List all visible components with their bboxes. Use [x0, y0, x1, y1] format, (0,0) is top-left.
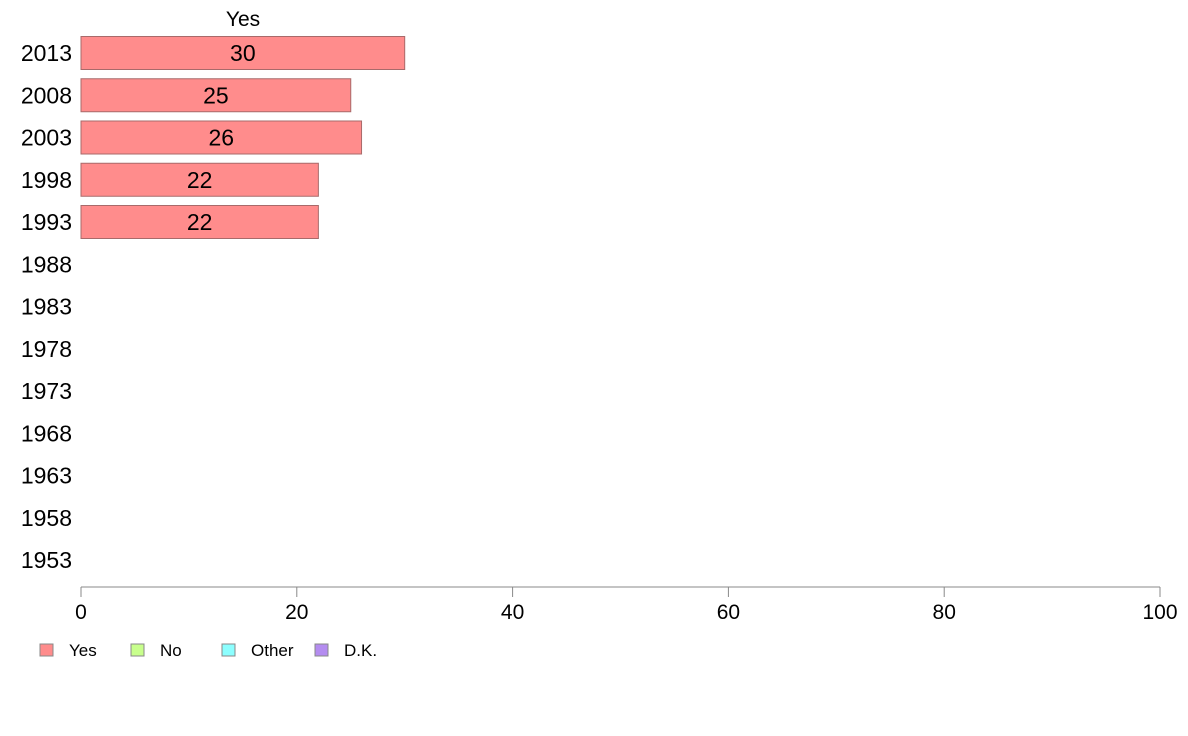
bar-data-label: 25 [203, 82, 229, 108]
category-label: 1983 [21, 294, 72, 320]
top-series-label: Yes [226, 8, 260, 31]
bar-yes-1993 [80, 205, 319, 239]
legend: Yes No Other D.K. [39, 641, 377, 660]
legend-label: D.K. [344, 641, 377, 660]
category-label: 1993 [21, 209, 72, 235]
legend-swatch-yes [39, 643, 54, 657]
bar-data-label: 22 [187, 209, 213, 235]
bar-data-label: 30 [230, 40, 256, 66]
x-tick-label: 0 [75, 601, 87, 624]
x-axis: 0 20 40 60 80 100 [75, 586, 1178, 624]
category-label: 1998 [21, 167, 72, 193]
category-label: 1953 [21, 547, 72, 573]
category-label: 1988 [21, 251, 72, 277]
category-label: 2013 [21, 40, 72, 66]
legend-label: Yes [69, 641, 97, 660]
x-tick-label: 80 [933, 601, 956, 624]
legend-swatch-d-k- [314, 643, 329, 657]
category-label: 1968 [21, 420, 72, 446]
legend-swatch-other [221, 643, 236, 657]
bar-yes-2008 [80, 78, 352, 113]
x-tick-label: 40 [501, 601, 524, 624]
x-tick-label: 100 [1142, 601, 1177, 624]
bar-data-label: 22 [187, 167, 213, 193]
category-label: 1978 [21, 336, 72, 362]
bar-data-label: 26 [208, 125, 234, 151]
bar-yes-2013 [80, 36, 406, 70]
category-label: 2008 [21, 82, 72, 108]
bar-yes-2003 [80, 120, 363, 155]
legend-swatch-no [130, 643, 145, 657]
category-label: 1963 [21, 463, 72, 489]
category-label: 2003 [21, 125, 72, 151]
category-labels: 2013 2008 2003 1998 1993 1988 1983 1978 1973 1968… [21, 40, 72, 573]
legend-label: No [160, 641, 182, 660]
x-tick-label: 60 [717, 601, 740, 624]
bar-yes-1998 [80, 162, 319, 197]
category-label: 1958 [21, 505, 72, 531]
category-label: 1973 [21, 378, 72, 404]
x-tick-label: 20 [285, 601, 308, 624]
legend-label: Other [251, 641, 294, 660]
